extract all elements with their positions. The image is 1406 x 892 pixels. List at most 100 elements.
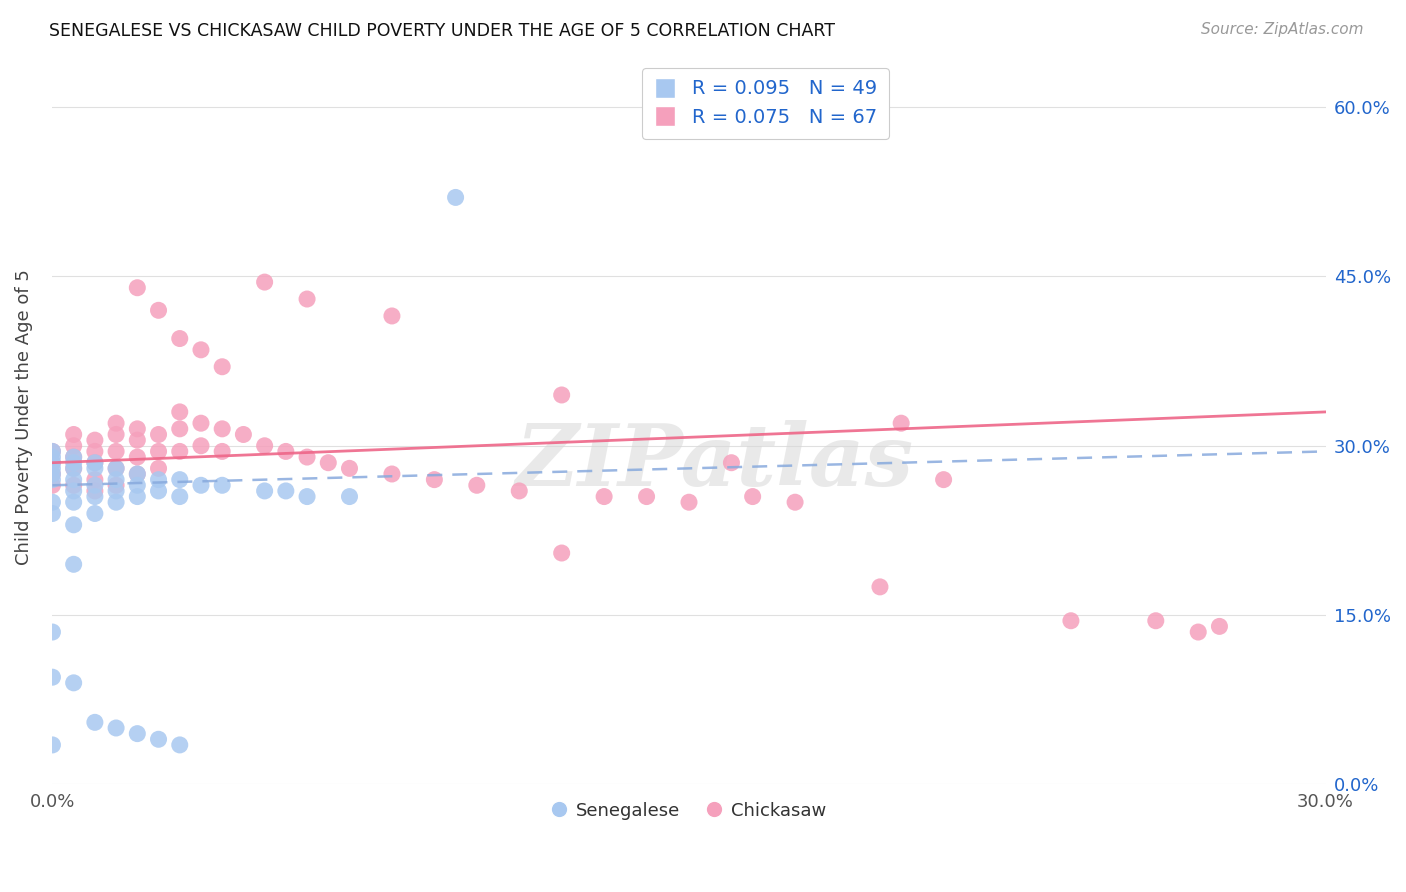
Point: [127, 281, 149, 295]
Point: [550, 546, 572, 560]
Point: [83, 444, 105, 458]
Point: [41, 456, 63, 470]
Point: [381, 309, 404, 323]
Point: [783, 495, 806, 509]
Point: [41, 444, 63, 458]
Point: [508, 483, 530, 498]
Point: [1144, 614, 1167, 628]
Point: [148, 461, 170, 475]
Point: [62, 439, 84, 453]
Point: [62, 495, 84, 509]
Point: [232, 427, 254, 442]
Point: [381, 467, 404, 481]
Point: [190, 343, 212, 357]
Point: [62, 461, 84, 475]
Point: [83, 456, 105, 470]
Point: [550, 388, 572, 402]
Point: [1208, 619, 1230, 633]
Point: [148, 732, 170, 747]
Point: [274, 483, 297, 498]
Text: ZIPatlas: ZIPatlas: [516, 420, 914, 503]
Point: [423, 473, 446, 487]
Point: [41, 738, 63, 752]
Point: [105, 461, 128, 475]
Point: [444, 190, 467, 204]
Point: [62, 517, 84, 532]
Point: [148, 444, 170, 458]
Point: [720, 456, 742, 470]
Point: [41, 461, 63, 475]
Point: [148, 473, 170, 487]
Point: [127, 490, 149, 504]
Point: [83, 507, 105, 521]
Point: [169, 422, 191, 436]
Point: [62, 478, 84, 492]
Point: [41, 478, 63, 492]
Point: [62, 450, 84, 464]
Point: [295, 490, 318, 504]
Y-axis label: Child Poverty Under the Age of 5: Child Poverty Under the Age of 5: [15, 269, 32, 566]
Point: [253, 275, 276, 289]
Point: [105, 473, 128, 487]
Point: [148, 427, 170, 442]
Point: [593, 490, 616, 504]
Point: [211, 478, 233, 492]
Point: [274, 444, 297, 458]
Point: [105, 416, 128, 430]
Point: [127, 450, 149, 464]
Point: [339, 490, 361, 504]
Point: [41, 670, 63, 684]
Point: [169, 332, 191, 346]
Point: [41, 507, 63, 521]
Point: [83, 433, 105, 447]
Point: [932, 473, 955, 487]
Point: [41, 467, 63, 481]
Point: [169, 405, 191, 419]
Point: [105, 444, 128, 458]
Point: [127, 422, 149, 436]
Point: [41, 625, 63, 640]
Point: [127, 433, 149, 447]
Point: [83, 478, 105, 492]
Point: [211, 444, 233, 458]
Point: [83, 483, 105, 498]
Text: SENEGALESE VS CHICKASAW CHILD POVERTY UNDER THE AGE OF 5 CORRELATION CHART: SENEGALESE VS CHICKASAW CHILD POVERTY UN…: [49, 22, 835, 40]
Point: [62, 558, 84, 572]
Point: [211, 422, 233, 436]
Point: [62, 473, 84, 487]
Point: [741, 490, 763, 504]
Point: [127, 467, 149, 481]
Point: [83, 456, 105, 470]
Point: [190, 478, 212, 492]
Point: [105, 461, 128, 475]
Point: [869, 580, 891, 594]
Point: [148, 303, 170, 318]
Point: [105, 495, 128, 509]
Point: [105, 478, 128, 492]
Point: [41, 444, 63, 458]
Point: [169, 738, 191, 752]
Point: [62, 450, 84, 464]
Point: [465, 478, 488, 492]
Point: [253, 483, 276, 498]
Point: [83, 490, 105, 504]
Legend: Senegalese, Chickasaw: Senegalese, Chickasaw: [546, 794, 832, 827]
Point: [295, 450, 318, 464]
Point: [169, 490, 191, 504]
Point: [41, 473, 63, 487]
Point: [148, 483, 170, 498]
Point: [83, 461, 105, 475]
Point: [890, 416, 912, 430]
Point: [636, 490, 658, 504]
Point: [253, 439, 276, 453]
Point: [62, 676, 84, 690]
Point: [211, 359, 233, 374]
Point: [62, 427, 84, 442]
Point: [62, 456, 84, 470]
Point: [295, 292, 318, 306]
Point: [1060, 614, 1083, 628]
Point: [41, 450, 63, 464]
Point: [678, 495, 700, 509]
Point: [190, 439, 212, 453]
Point: [1187, 625, 1209, 640]
